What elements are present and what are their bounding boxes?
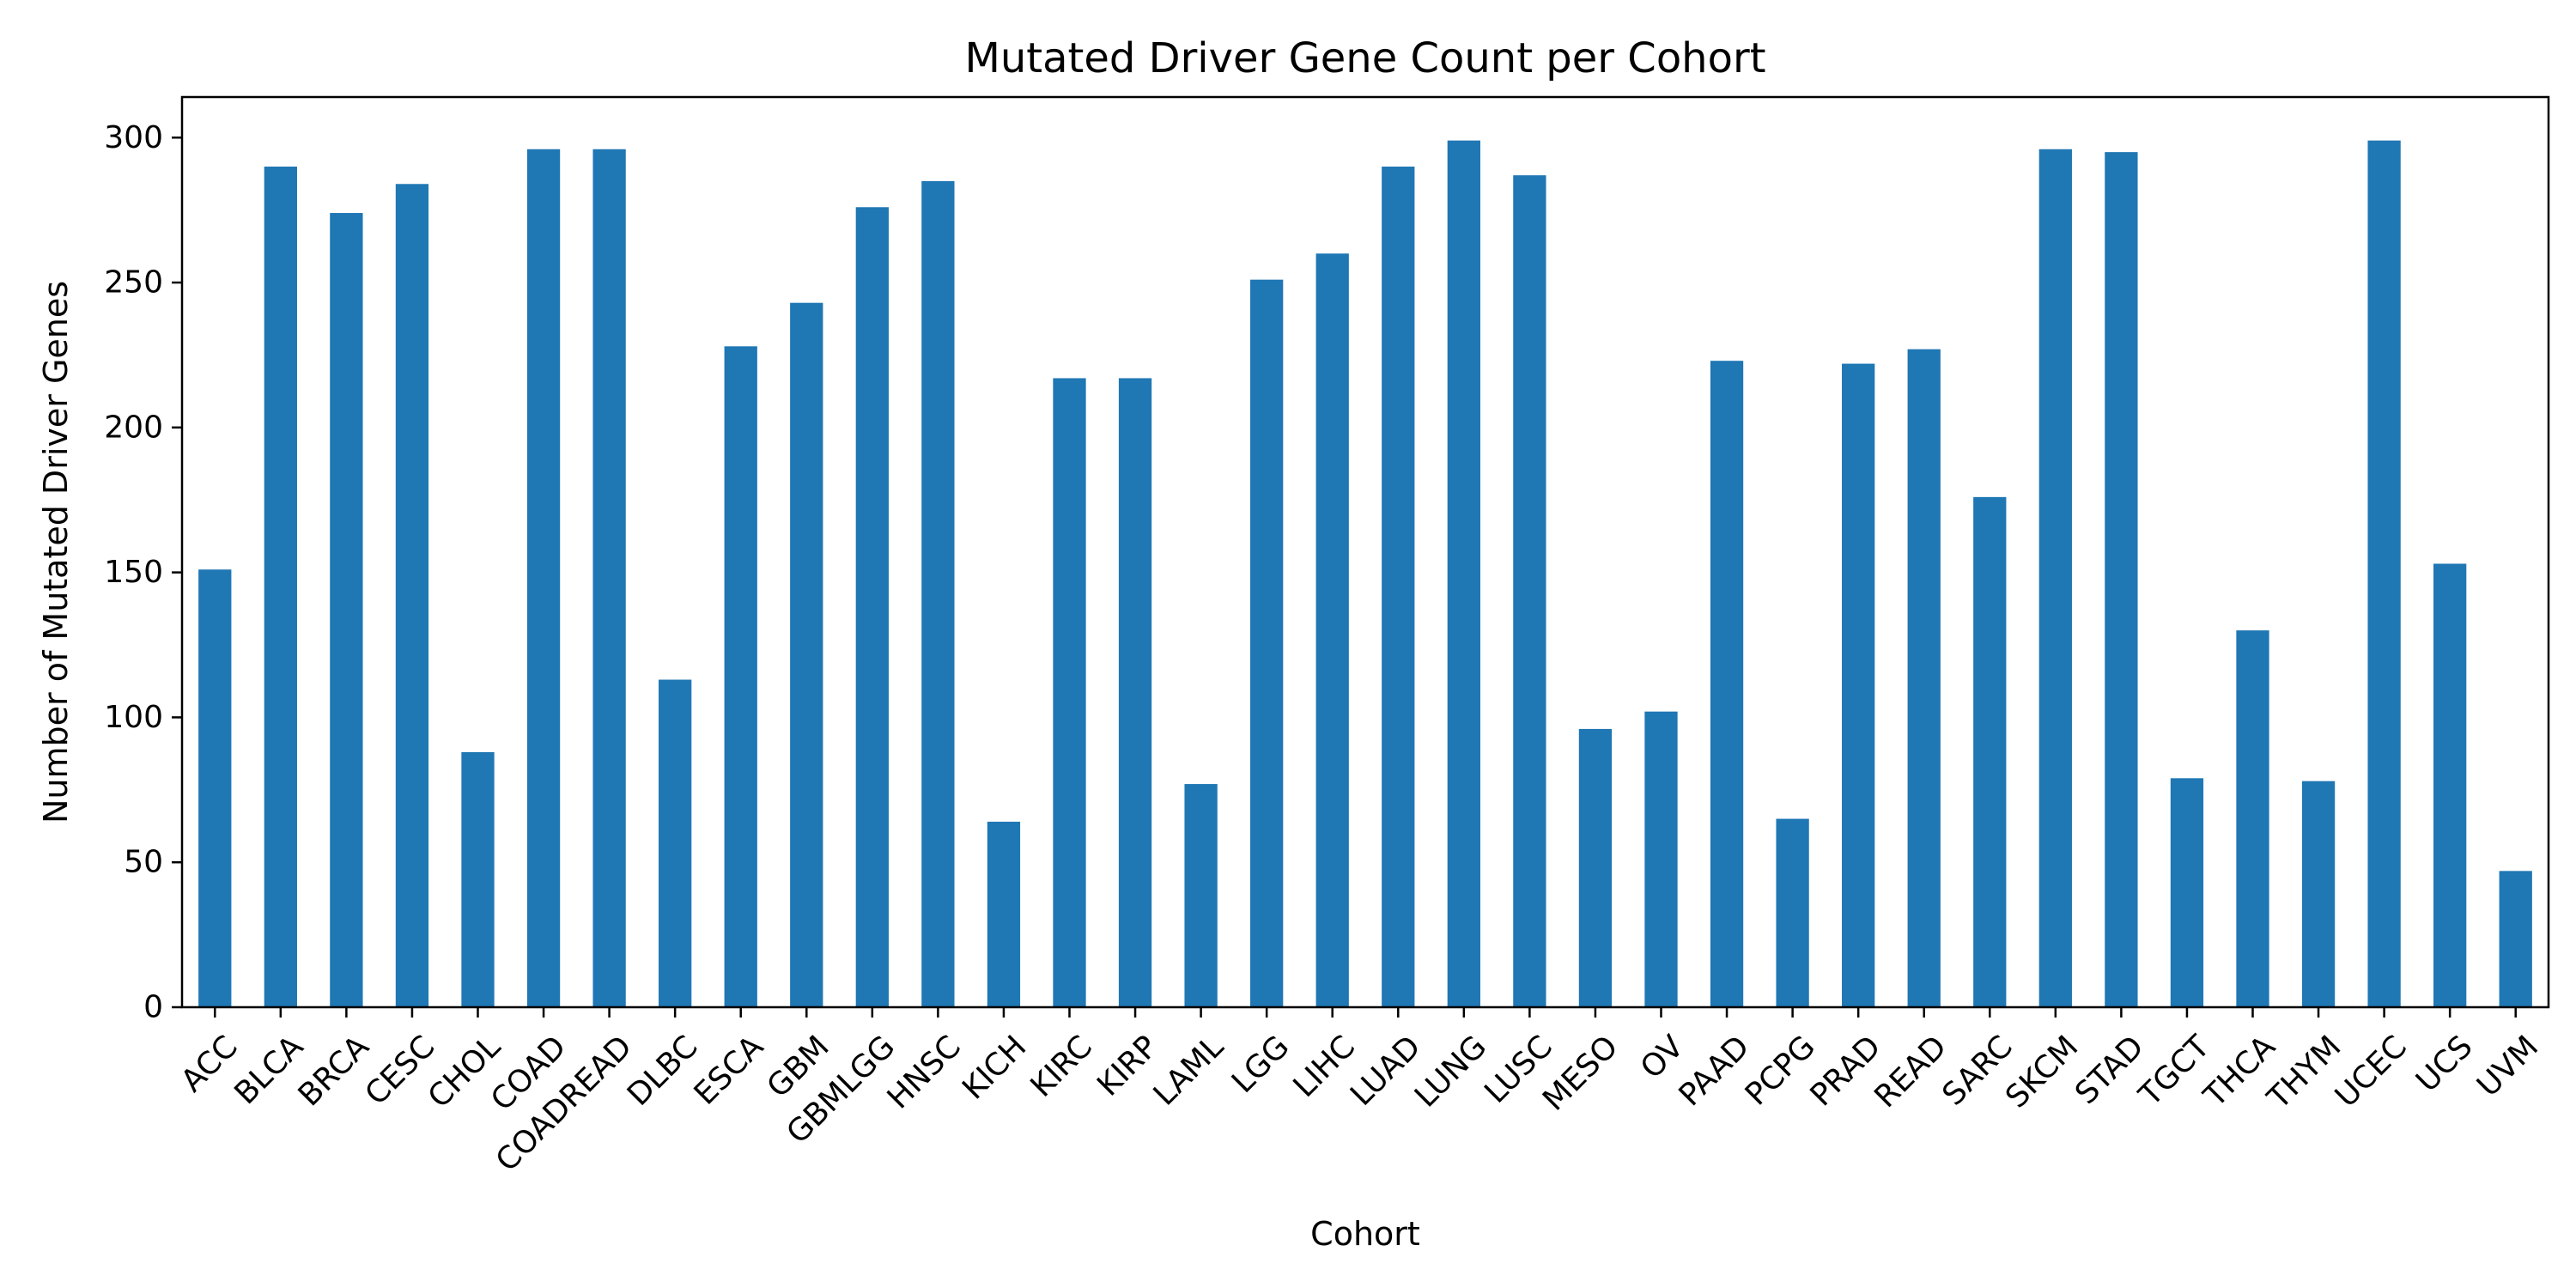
bar-brca: [330, 213, 363, 1007]
y-axis-label: Number of Mutated Driver Genes: [37, 281, 75, 823]
bar-thca: [2236, 630, 2269, 1007]
bar-hnsc: [921, 180, 955, 1008]
bar-kirp: [1118, 378, 1152, 1007]
bar-prad: [1842, 363, 1875, 1007]
bar-blca: [264, 167, 297, 1007]
bar-pcpg: [1776, 818, 1809, 1007]
x-tick-label: BRCA: [292, 1029, 376, 1113]
x-tick-label: THYM: [2261, 1029, 2348, 1116]
x-tick-label: MESO: [1536, 1029, 1625, 1117]
bar-lung: [1447, 140, 1480, 1007]
bar-laml: [1184, 784, 1218, 1007]
x-tick-label: UCEC: [2329, 1029, 2414, 1114]
x-tick-label: CESC: [359, 1029, 442, 1112]
x-tick-label: LAML: [1147, 1029, 1230, 1112]
bar-ucs: [2433, 563, 2467, 1007]
chart-title: Mutated Driver Gene Count per Cohort: [964, 34, 1765, 82]
x-tick-label: PCPG: [1739, 1029, 1822, 1112]
bar-esca: [724, 346, 757, 1007]
bar-stad: [2105, 152, 2138, 1007]
bar-thym: [2301, 781, 2336, 1007]
bar-lihc: [1315, 253, 1349, 1008]
x-tick-label: PRAD: [1804, 1029, 1888, 1113]
x-tick-label: DLBC: [621, 1029, 705, 1113]
y-tick-label: 250: [104, 265, 163, 301]
bar-gbmlgg: [855, 207, 889, 1007]
bar-coad: [526, 149, 561, 1007]
x-tick-label: LUAD: [1344, 1029, 1428, 1113]
x-tick-label: BLCA: [228, 1029, 310, 1111]
bar-skcm: [2038, 149, 2072, 1007]
bar-kich: [987, 821, 1021, 1007]
bar-dlbc: [659, 679, 692, 1007]
y-tick-label: 300: [104, 120, 163, 155]
x-tick-label: HNSC: [881, 1029, 968, 1115]
x-tick-label: LGG: [1225, 1029, 1297, 1100]
x-tick-label: SKCM: [1999, 1029, 2085, 1115]
bar-meso: [1578, 728, 1613, 1007]
bar-read: [1907, 349, 1941, 1007]
bars-group: [198, 140, 2532, 1008]
bar-sarc: [1973, 496, 2007, 1007]
plot-frame: [180, 95, 2550, 1009]
bar-cesc: [395, 184, 429, 1008]
bar-acc: [198, 569, 232, 1007]
x-tick-label: THCA: [2196, 1029, 2282, 1115]
y-tick-label: 0: [143, 990, 163, 1025]
y-tick-label: 200: [104, 410, 163, 445]
x-tick-label: KIRC: [1024, 1029, 1099, 1103]
bar-chol: [461, 751, 495, 1007]
bar-tgct: [2170, 778, 2204, 1007]
bar-paad: [1710, 361, 1744, 1007]
bar-lgg: [1250, 279, 1284, 1007]
bar-coadread: [592, 149, 626, 1007]
y-tick-label: 100: [104, 700, 163, 735]
x-tick-label: UVM: [2470, 1029, 2545, 1103]
bar-lusc: [1513, 175, 1546, 1008]
y-tick-label: 50: [124, 845, 163, 880]
x-axis: ACCBLCABRCACESCCHOLCOADCOADREADDLBCESCAG…: [174, 1007, 2545, 1179]
x-tick-label: LUNG: [1408, 1029, 1493, 1114]
x-axis-label: Cohort: [1310, 1215, 1420, 1253]
y-axis: 0 50 100 150 200 250 300: [104, 120, 182, 1025]
x-tick-label: PAAD: [1673, 1029, 1757, 1113]
bar-uvm: [2499, 871, 2532, 1007]
bar-kirc: [1053, 378, 1086, 1007]
x-tick-label: TGCT: [2132, 1029, 2217, 1114]
x-tick-label: READ: [1868, 1029, 1953, 1115]
bar-ucec: [2367, 140, 2401, 1007]
x-tick-label: UCS: [2409, 1029, 2480, 1099]
y-tick-label: 150: [104, 555, 163, 590]
x-tick-label: KICH: [956, 1029, 1033, 1106]
x-tick-label: ESCA: [688, 1029, 771, 1112]
bar-gbm: [790, 302, 823, 1007]
x-tick-label: SARC: [1936, 1029, 2020, 1112]
x-tick-label: STAD: [2069, 1029, 2151, 1111]
bar-luad: [1382, 167, 1415, 1007]
bar-ov: [1644, 711, 1678, 1007]
